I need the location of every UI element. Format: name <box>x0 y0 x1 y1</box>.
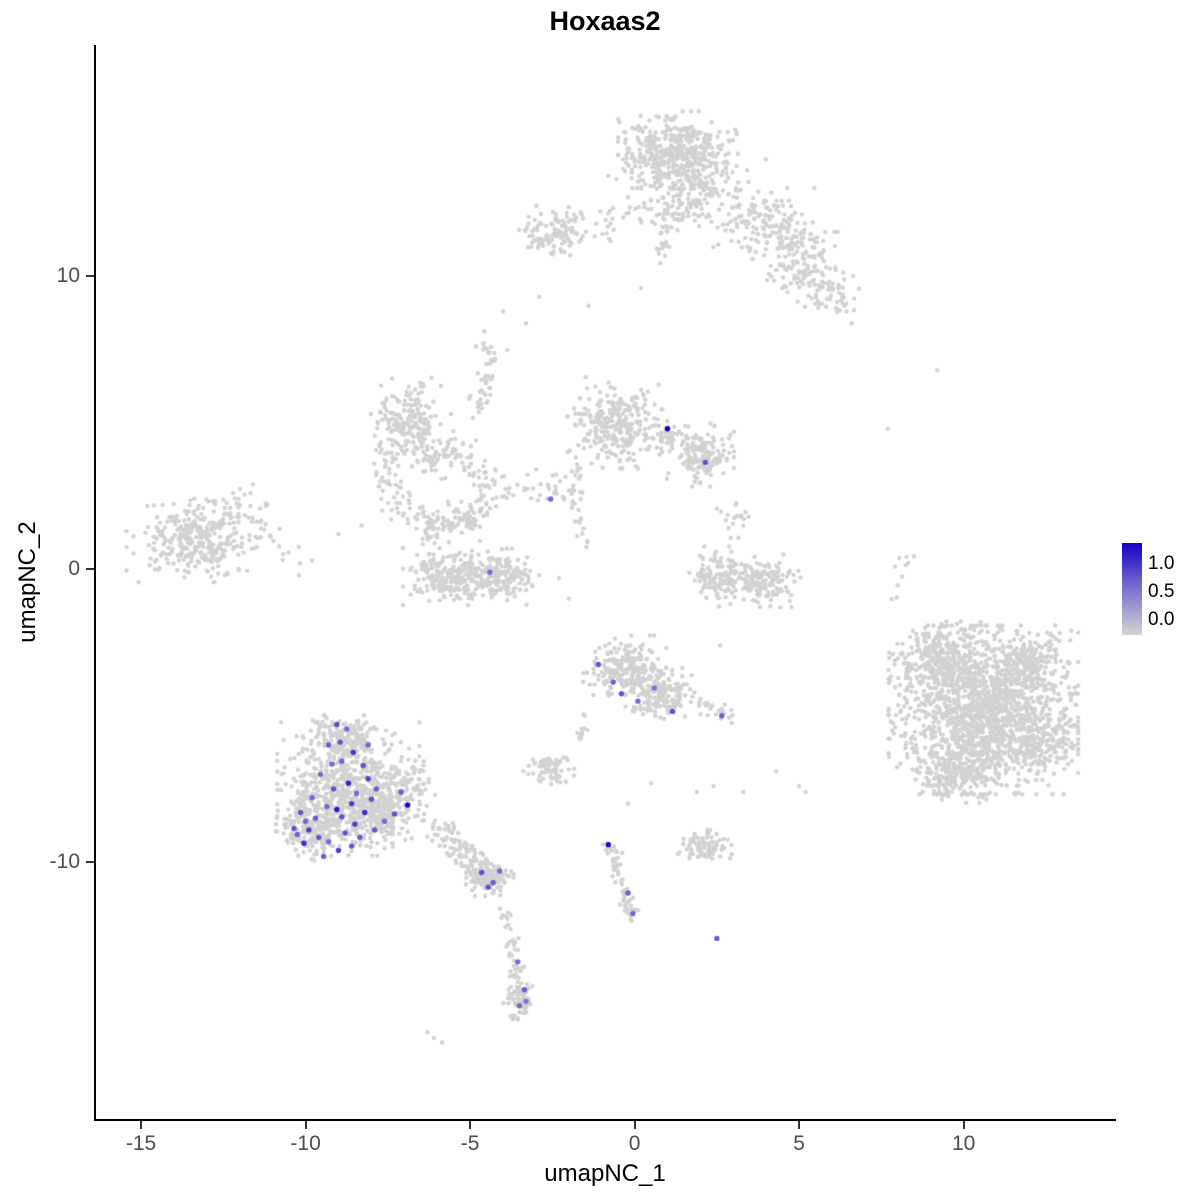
legend-label-mid: 0.5 <box>1148 581 1175 602</box>
y-tick-label: 10 <box>56 264 80 288</box>
y-tick-label: 0 <box>68 557 80 581</box>
legend-label-high: 1.0 <box>1148 553 1175 574</box>
x-tick-mark <box>304 1121 307 1129</box>
x-tick-mark <box>469 1121 472 1129</box>
y-axis-line <box>94 45 96 1121</box>
expression-legend: 1.0 0.5 0.0 <box>1122 543 1174 635</box>
y-tick-mark <box>86 861 94 864</box>
x-tick-label: -10 <box>290 1132 321 1155</box>
x-axis-line <box>94 1119 1116 1121</box>
x-tick-label: -15 <box>125 1132 157 1155</box>
legend-colorbar <box>1122 543 1142 635</box>
legend-labels: 1.0 0.5 0.0 <box>1148 543 1174 635</box>
legend-label-low: 0.0 <box>1148 609 1175 630</box>
y-tick-label: -10 <box>49 850 80 874</box>
x-tick-mark <box>140 1121 143 1129</box>
x-tick-label: 10 <box>951 1132 976 1155</box>
y-axis-title: umapNC_2 <box>14 521 41 643</box>
y-tick-mark <box>86 275 94 278</box>
x-tick-mark <box>962 1121 965 1129</box>
x-tick-label: -5 <box>460 1132 480 1155</box>
x-tick-label: 5 <box>793 1132 805 1155</box>
y-tick-mark <box>86 568 94 571</box>
x-tick-label: 0 <box>628 1132 641 1155</box>
x-axis-title: umapNC_1 <box>544 1160 666 1187</box>
x-tick-mark <box>633 1121 636 1129</box>
x-tick-mark <box>798 1121 801 1129</box>
chart-title: Hoxaas2 <box>549 6 661 36</box>
